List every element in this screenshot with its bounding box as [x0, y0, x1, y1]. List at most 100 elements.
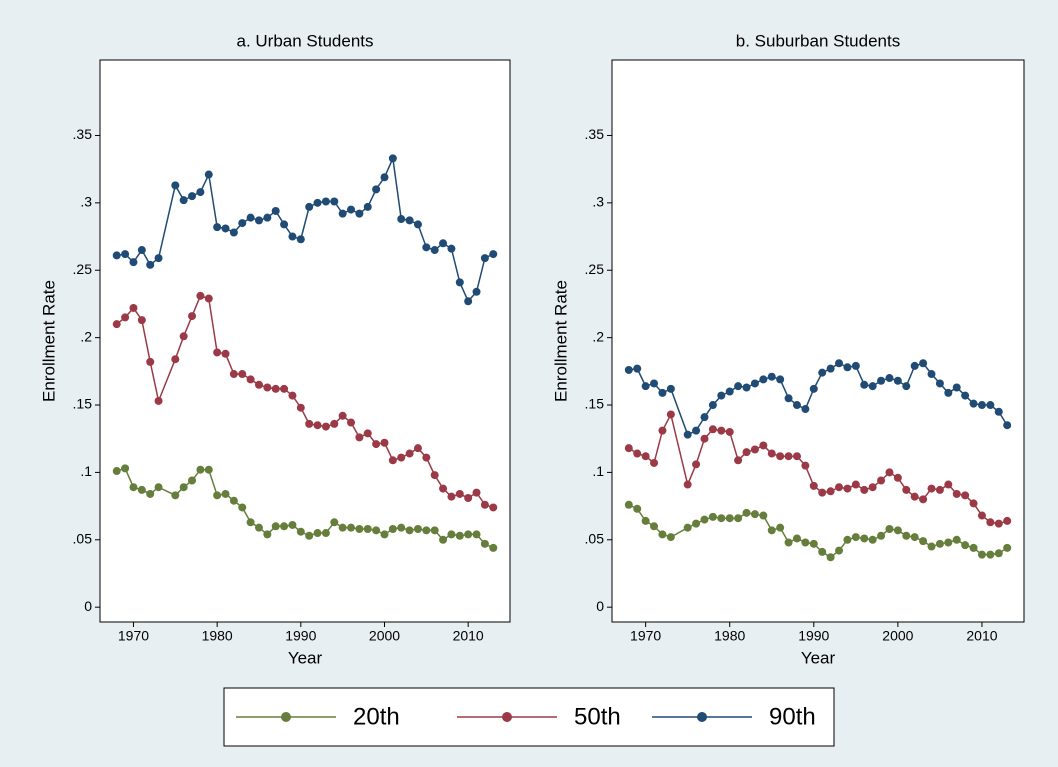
- data-point: [977, 401, 986, 410]
- data-point: [296, 403, 305, 412]
- data-point: [734, 456, 743, 465]
- data-point: [683, 480, 692, 489]
- data-point: [893, 376, 902, 385]
- data-point: [776, 375, 785, 384]
- data-point: [254, 523, 263, 532]
- data-point: [246, 518, 255, 527]
- data-point: [801, 461, 810, 470]
- data-point: [254, 216, 263, 225]
- data-point: [935, 539, 944, 548]
- data-point: [121, 313, 130, 322]
- x-tick-label: 1990: [285, 628, 316, 644]
- data-point: [397, 453, 406, 462]
- data-point: [952, 535, 961, 544]
- data-point: [388, 154, 397, 163]
- data-point: [784, 394, 793, 403]
- data-point: [961, 391, 970, 400]
- y-axis-title: Enrollment Rate: [551, 280, 570, 402]
- data-point: [633, 449, 642, 458]
- data-point: [977, 550, 986, 559]
- data-point: [624, 444, 633, 453]
- data-point: [196, 291, 205, 300]
- data-point: [472, 287, 481, 296]
- data-point: [413, 220, 422, 229]
- data-point: [129, 258, 138, 267]
- data-point: [137, 246, 146, 255]
- data-point: [472, 488, 481, 497]
- data-point: [860, 534, 869, 543]
- data-point: [121, 464, 130, 473]
- y-tick-label: 0: [84, 598, 92, 614]
- data-point: [641, 452, 650, 461]
- data-point: [650, 522, 659, 531]
- data-point: [818, 547, 827, 556]
- data-point: [204, 294, 213, 303]
- data-point: [154, 483, 163, 492]
- data-point: [633, 364, 642, 373]
- data-point: [658, 426, 667, 435]
- data-point: [288, 520, 297, 529]
- x-tick-label: 2000: [882, 628, 913, 644]
- data-point: [363, 429, 372, 438]
- data-point: [472, 530, 481, 539]
- data-point: [112, 467, 121, 476]
- data-point: [944, 538, 953, 547]
- data-point: [179, 483, 188, 492]
- data-point: [330, 518, 339, 527]
- data-point: [994, 407, 1003, 416]
- data-point: [296, 527, 305, 536]
- data-point: [835, 546, 844, 555]
- y-tick-label: .35: [585, 126, 605, 142]
- data-point: [750, 379, 759, 388]
- data-point: [330, 419, 339, 428]
- data-point: [692, 460, 701, 469]
- data-point: [129, 303, 138, 312]
- data-point: [280, 522, 289, 531]
- x-tick-label: 2010: [966, 628, 997, 644]
- data-point: [238, 370, 247, 379]
- data-point: [860, 380, 869, 389]
- data-point: [305, 419, 314, 428]
- data-point: [742, 508, 751, 517]
- data-point: [439, 239, 448, 248]
- data-point: [288, 391, 297, 400]
- data-point: [338, 209, 347, 218]
- data-point: [121, 250, 130, 259]
- data-point: [280, 384, 289, 393]
- data-point: [146, 489, 155, 498]
- data-point: [263, 213, 272, 222]
- data-point: [826, 364, 835, 373]
- data-point: [835, 359, 844, 368]
- data-point: [910, 533, 919, 542]
- data-point: [112, 251, 121, 260]
- data-point: [700, 413, 709, 422]
- data-point: [784, 538, 793, 547]
- data-point: [826, 553, 835, 562]
- data-point: [700, 434, 709, 443]
- data-point: [835, 483, 844, 492]
- data-point: [935, 379, 944, 388]
- data-point: [305, 531, 314, 540]
- data-point: [868, 483, 877, 492]
- data-point: [397, 523, 406, 532]
- data-point: [380, 173, 389, 182]
- data-point: [767, 372, 776, 381]
- x-tick-label: 2010: [453, 628, 484, 644]
- data-point: [658, 388, 667, 397]
- data-point: [641, 382, 650, 391]
- x-tick-label: 1980: [714, 628, 745, 644]
- data-point: [893, 473, 902, 482]
- data-point: [263, 530, 272, 539]
- data-point: [717, 514, 726, 523]
- y-tick-label: .25: [585, 261, 605, 277]
- data-point: [776, 452, 785, 461]
- data-point: [944, 388, 953, 397]
- data-point: [347, 205, 356, 214]
- data-point: [986, 550, 995, 559]
- y-tick-label: .3: [592, 194, 604, 210]
- data-point: [204, 170, 213, 179]
- data-point: [826, 487, 835, 496]
- data-point: [658, 530, 667, 539]
- data-point: [650, 458, 659, 467]
- data-point: [405, 216, 414, 225]
